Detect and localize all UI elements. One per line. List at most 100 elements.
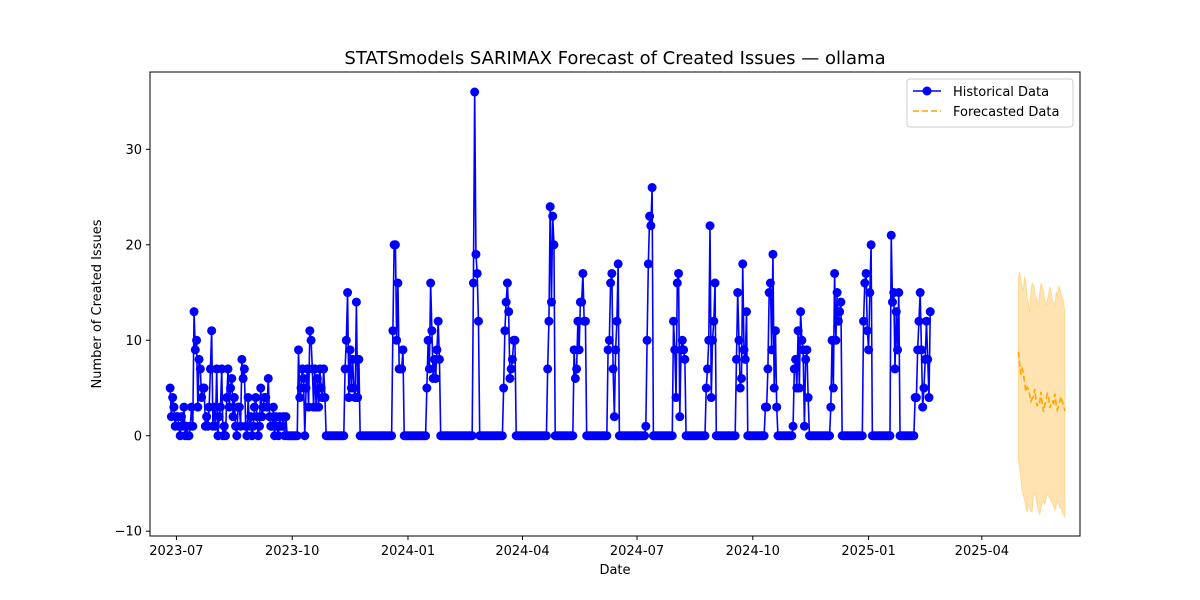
historical-data-point (301, 383, 311, 393)
historical-data-point (295, 393, 305, 403)
historical-data-point (826, 402, 836, 412)
historical-data-point (570, 373, 580, 383)
historical-data-point (193, 402, 203, 412)
historical-data-point (502, 278, 512, 288)
historical-data-point (762, 402, 772, 412)
historical-data-point (835, 307, 845, 317)
historical-data-point (789, 364, 799, 374)
historical-data-point (647, 183, 657, 193)
historical-data-point (886, 230, 896, 240)
historical-data-point (263, 373, 273, 383)
historical-data-point (577, 297, 587, 307)
historical-data-point (393, 278, 403, 288)
historical-data-point (828, 383, 838, 393)
historical-data-point (473, 316, 483, 326)
historical-data-point (799, 421, 809, 431)
y-tick-label: 10 (125, 334, 142, 349)
historical-data-point (611, 345, 621, 355)
historical-data-point (574, 345, 584, 355)
x-tick-label: 2023-10 (265, 544, 319, 559)
historical-data-point (742, 307, 752, 317)
historical-data-point (865, 288, 875, 298)
historical-data-point (500, 326, 510, 336)
historical-data-point (424, 364, 434, 374)
x-tick-label: 2023-07 (149, 544, 203, 559)
historical-data-point (672, 278, 682, 288)
historical-data-point (860, 278, 870, 288)
historical-data-point (546, 297, 556, 307)
historical-data-point (421, 431, 431, 441)
historical-data-point (894, 288, 904, 298)
historical-data-point (765, 278, 775, 288)
historical-data-point (501, 297, 511, 307)
historical-data-point (226, 383, 236, 393)
historical-data-point (802, 345, 812, 355)
historical-data-point (257, 412, 267, 422)
historical-data-point (190, 345, 200, 355)
historical-data-point (543, 364, 553, 374)
historical-data-point (866, 240, 876, 250)
historical-data-point (701, 383, 711, 393)
historical-data-point (262, 402, 272, 412)
historical-data-point (187, 402, 197, 412)
historical-data-point (613, 259, 623, 269)
historical-data-point (797, 335, 807, 345)
historical-data-point (246, 412, 256, 422)
historical-data-point (345, 345, 355, 355)
historical-data-point (918, 402, 928, 412)
historical-data-point (890, 364, 900, 374)
historical-data-point (710, 278, 720, 288)
historical-data-point (787, 431, 797, 441)
historical-data-point (294, 345, 303, 355)
historical-data-point (300, 431, 310, 441)
historical-data-point (544, 316, 554, 326)
historical-data-point (733, 288, 743, 298)
historical-data-point (677, 335, 687, 345)
y-tick-label: 20 (125, 238, 142, 253)
historical-data-point (470, 87, 480, 97)
historical-data-point (772, 402, 782, 412)
historical-data-point (351, 297, 361, 307)
historical-data-point (924, 393, 934, 403)
historical-data-point (388, 326, 398, 336)
historical-data-point (238, 373, 248, 383)
historical-data-point (349, 383, 359, 393)
historical-data-point (390, 240, 400, 250)
historical-data-point (767, 345, 777, 355)
historical-data-point (468, 278, 478, 288)
chart-title: STATSmodels SARIMAX Forecast of Created … (344, 48, 885, 69)
historical-data-point (228, 412, 238, 422)
historical-data-point (248, 421, 258, 431)
historical-data-point (731, 354, 741, 364)
historical-data-point (165, 383, 175, 393)
historical-data-point (433, 316, 443, 326)
x-tick-label: 2025-01 (841, 544, 895, 559)
historical-data-point (679, 345, 689, 355)
historical-data-point (426, 278, 436, 288)
historical-data-point (215, 402, 225, 412)
historical-data-point (667, 431, 677, 441)
historical-data-point (833, 316, 843, 326)
historical-data-point (764, 288, 774, 298)
historical-data-point (277, 421, 287, 431)
historical-data-point (273, 431, 283, 441)
historical-data-point (915, 288, 925, 298)
historical-data-point (919, 383, 929, 393)
historical-data-point (669, 316, 679, 326)
historical-data-point (343, 288, 353, 298)
historical-data-point (836, 297, 846, 307)
historical-data-point (192, 335, 202, 345)
historical-data-point (831, 335, 841, 345)
historical-data-point (893, 345, 903, 355)
historical-data-point (169, 402, 179, 412)
legend-historical-marker-icon (922, 86, 932, 96)
historical-data-point (306, 335, 316, 345)
historical-data-point (705, 221, 715, 231)
historical-data-point (319, 364, 329, 374)
historical-data-point (312, 373, 322, 383)
historical-data-point (573, 316, 583, 326)
historical-data-point (392, 335, 402, 345)
historical-data-point (864, 345, 874, 355)
historical-data-point (168, 393, 178, 403)
y-axis-label: Number of Created Issues (90, 219, 105, 388)
